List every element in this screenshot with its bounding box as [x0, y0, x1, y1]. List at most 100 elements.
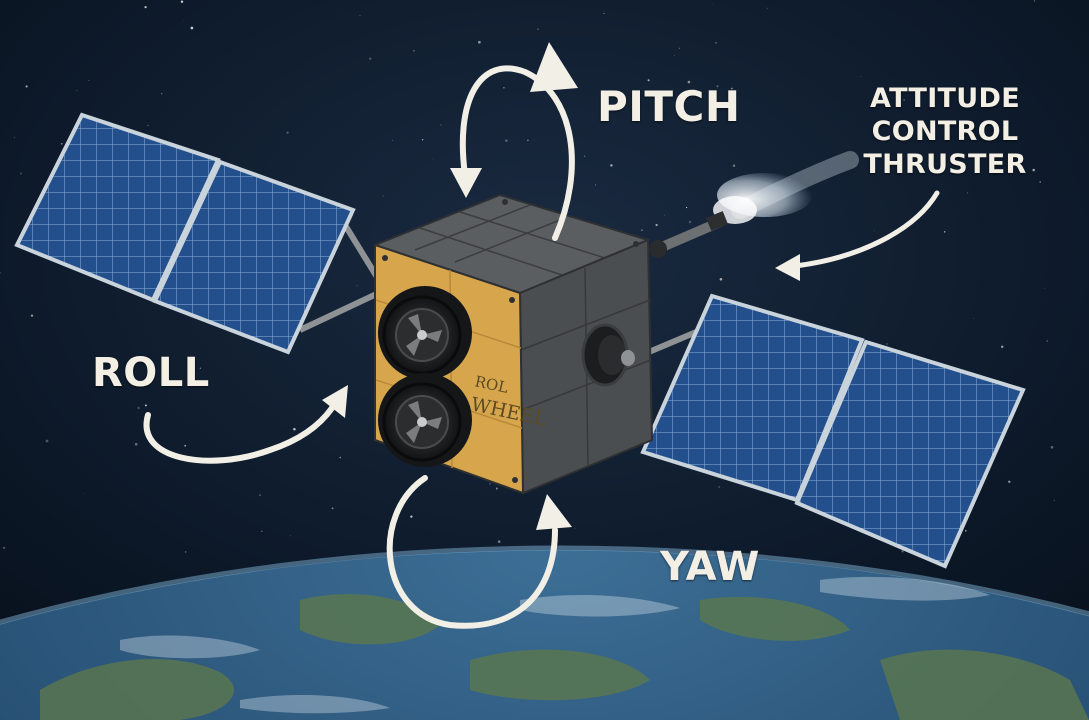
star	[903, 99, 905, 101]
star	[527, 139, 529, 142]
star	[199, 367, 201, 369]
star	[730, 87, 733, 90]
star	[503, 86, 505, 89]
star	[718, 486, 720, 488]
star	[641, 229, 643, 231]
yaw-arrowhead	[536, 494, 572, 530]
star	[719, 278, 723, 281]
star	[1033, 0, 1036, 2]
solar-panel	[794, 339, 1026, 569]
thruster-assembly	[649, 151, 859, 258]
star	[489, 483, 491, 485]
yaw-arrow	[386, 475, 558, 629]
star	[497, 540, 501, 543]
star	[290, 535, 291, 536]
star	[286, 131, 289, 134]
reaction-wheel	[378, 373, 472, 467]
reaction-wheel	[378, 286, 472, 380]
star	[261, 530, 263, 532]
star	[1050, 445, 1054, 449]
earth	[0, 545, 1089, 720]
star	[716, 85, 719, 88]
star	[943, 231, 946, 233]
star	[180, 0, 184, 3]
star	[45, 439, 49, 443]
star	[413, 49, 415, 52]
star	[478, 40, 481, 44]
star	[14, 136, 16, 138]
star	[83, 493, 85, 494]
star	[712, 3, 714, 5]
right-solar-array	[627, 293, 1026, 569]
thruster-pointer-arrowhead	[775, 254, 800, 281]
thruster-label-line: CONTROL	[871, 116, 1019, 147]
star	[259, 494, 261, 496]
star	[873, 230, 875, 232]
star	[339, 456, 342, 459]
star	[137, 406, 140, 410]
star	[183, 20, 185, 22]
star	[144, 5, 147, 9]
star	[685, 206, 688, 209]
pitch-label: PITCH	[597, 82, 741, 131]
solar-panel	[14, 112, 221, 303]
thruster-label: ATTITUDE CONTROL THRUSTER	[856, 82, 1034, 181]
star	[25, 85, 28, 88]
star	[184, 444, 187, 447]
star	[1001, 345, 1004, 348]
thruster-label-line: THRUSTER	[863, 149, 1027, 180]
star	[1053, 499, 1055, 501]
star	[144, 404, 147, 407]
star	[422, 139, 424, 141]
star	[603, 12, 605, 15]
star	[505, 139, 508, 142]
star	[647, 79, 650, 82]
star	[1008, 480, 1011, 483]
star	[30, 314, 34, 317]
star	[886, 343, 888, 345]
star	[678, 47, 681, 50]
star	[1032, 168, 1035, 172]
star	[440, 124, 442, 126]
star	[432, 158, 434, 160]
star	[766, 7, 768, 9]
star	[320, 558, 322, 560]
star	[161, 93, 163, 95]
pitch-arrowhead	[450, 168, 482, 198]
star	[359, 15, 361, 16]
star	[674, 55, 676, 57]
star	[0, 272, 1, 274]
left-solar-array	[14, 112, 388, 355]
star	[860, 76, 862, 77]
star	[20, 172, 22, 175]
roll-arrowhead	[322, 385, 348, 418]
star	[1039, 181, 1041, 183]
star	[688, 220, 692, 224]
star	[732, 164, 736, 167]
star	[537, 28, 539, 30]
star	[356, 285, 358, 287]
star	[391, 139, 393, 141]
star	[966, 192, 968, 194]
star	[495, 487, 498, 490]
yaw-label: YAW	[660, 544, 760, 590]
solar-panel	[152, 159, 356, 355]
pitch-arrow	[459, 65, 575, 241]
star	[687, 80, 691, 84]
star	[715, 42, 717, 44]
star	[134, 442, 138, 446]
star	[76, 90, 78, 91]
star	[655, 223, 658, 227]
star	[973, 317, 975, 319]
star	[1044, 287, 1046, 289]
star	[583, 155, 586, 157]
star	[369, 57, 372, 60]
star	[664, 214, 665, 216]
star	[382, 195, 384, 197]
star	[595, 184, 597, 186]
star	[293, 428, 296, 431]
star	[410, 515, 413, 518]
star	[88, 80, 90, 82]
star	[184, 551, 187, 553]
